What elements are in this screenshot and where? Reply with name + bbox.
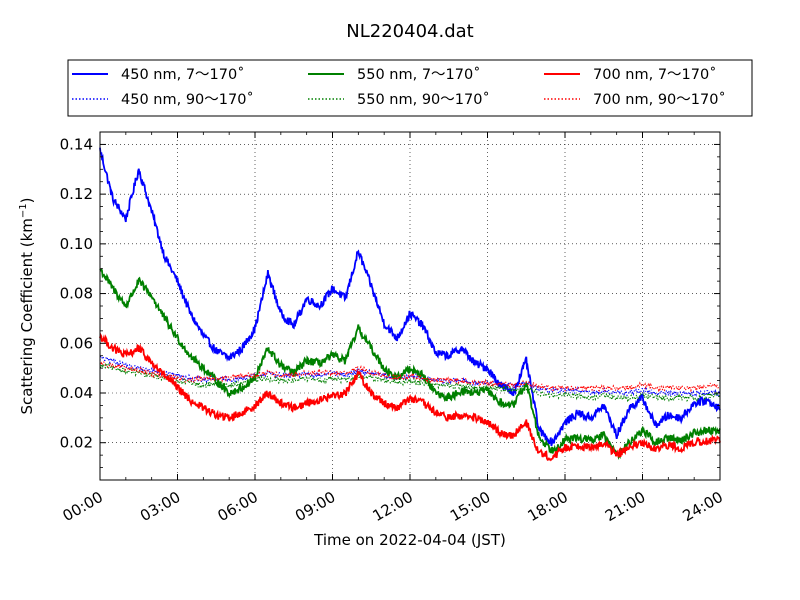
series-line-5: [99, 332, 721, 462]
x-tick-label: 06:00: [215, 488, 261, 525]
legend-label: 700 nm, 7～170˚: [593, 66, 716, 83]
series-line-4: [99, 362, 721, 403]
y-tick-label: 0.06: [60, 334, 93, 352]
y-tick-label: 0.08: [60, 285, 93, 303]
legend-box: [67, 59, 753, 117]
x-axis-label: Time on 2022-04-04 (JST): [313, 531, 506, 549]
legend-label: 450 nm, 90～170˚: [121, 91, 254, 108]
x-tick-label: 09:00: [292, 488, 338, 525]
legend: 450 nm, 7～170˚ 450 nm, 90～170˚ 550 nm, 7～1…: [67, 59, 753, 117]
series-line-2: [99, 355, 721, 398]
legend-label: 450 nm, 7～170˚: [121, 66, 244, 83]
series-line-1: [99, 147, 721, 447]
chart-title: NL220404.dat: [346, 21, 473, 42]
y-tick-label: 0.02: [60, 434, 93, 452]
y-tick-label: 0.04: [60, 384, 93, 402]
y-tick-label: 0.10: [60, 235, 93, 253]
y-axis-label-superscript: −1: [18, 203, 29, 218]
x-tick-label: 15:00: [447, 488, 493, 525]
x-tick-label: 18:00: [525, 488, 571, 525]
y-tick-label: 0.12: [60, 185, 93, 203]
legend-label: 700 nm, 90～170˚: [593, 91, 726, 108]
y-tick-labels: 0.02 0.04 0.06 0.08 0.10 0.12 0.14: [60, 135, 93, 451]
axes: [99, 131, 721, 481]
x-tick-label: 00:00: [60, 488, 106, 525]
y-axis-label-main: Scattering Coefficient (km: [18, 218, 36, 414]
legend-label: 550 nm, 90～170˚: [357, 91, 490, 108]
x-tick-label: 03:00: [137, 488, 183, 525]
y-tick-label: 0.14: [60, 135, 93, 153]
x-tick-label: 12:00: [370, 488, 416, 525]
series-layer: [99, 147, 721, 462]
x-tick-label: 24:00: [680, 488, 726, 525]
series-line-6: [99, 361, 721, 393]
y-axis-label-close: ): [18, 197, 36, 203]
x-tick-label: 21:00: [602, 488, 648, 525]
y-axis-label: Scattering Coefficient (km−1): [18, 197, 36, 414]
grid-lines: [100, 132, 720, 480]
x-tick-labels: 00:00 03:00 06:00 09:00 12:00 15:00 18:00 21:00…: [60, 488, 726, 525]
legend-label: 550 nm, 7～170˚: [357, 66, 480, 83]
